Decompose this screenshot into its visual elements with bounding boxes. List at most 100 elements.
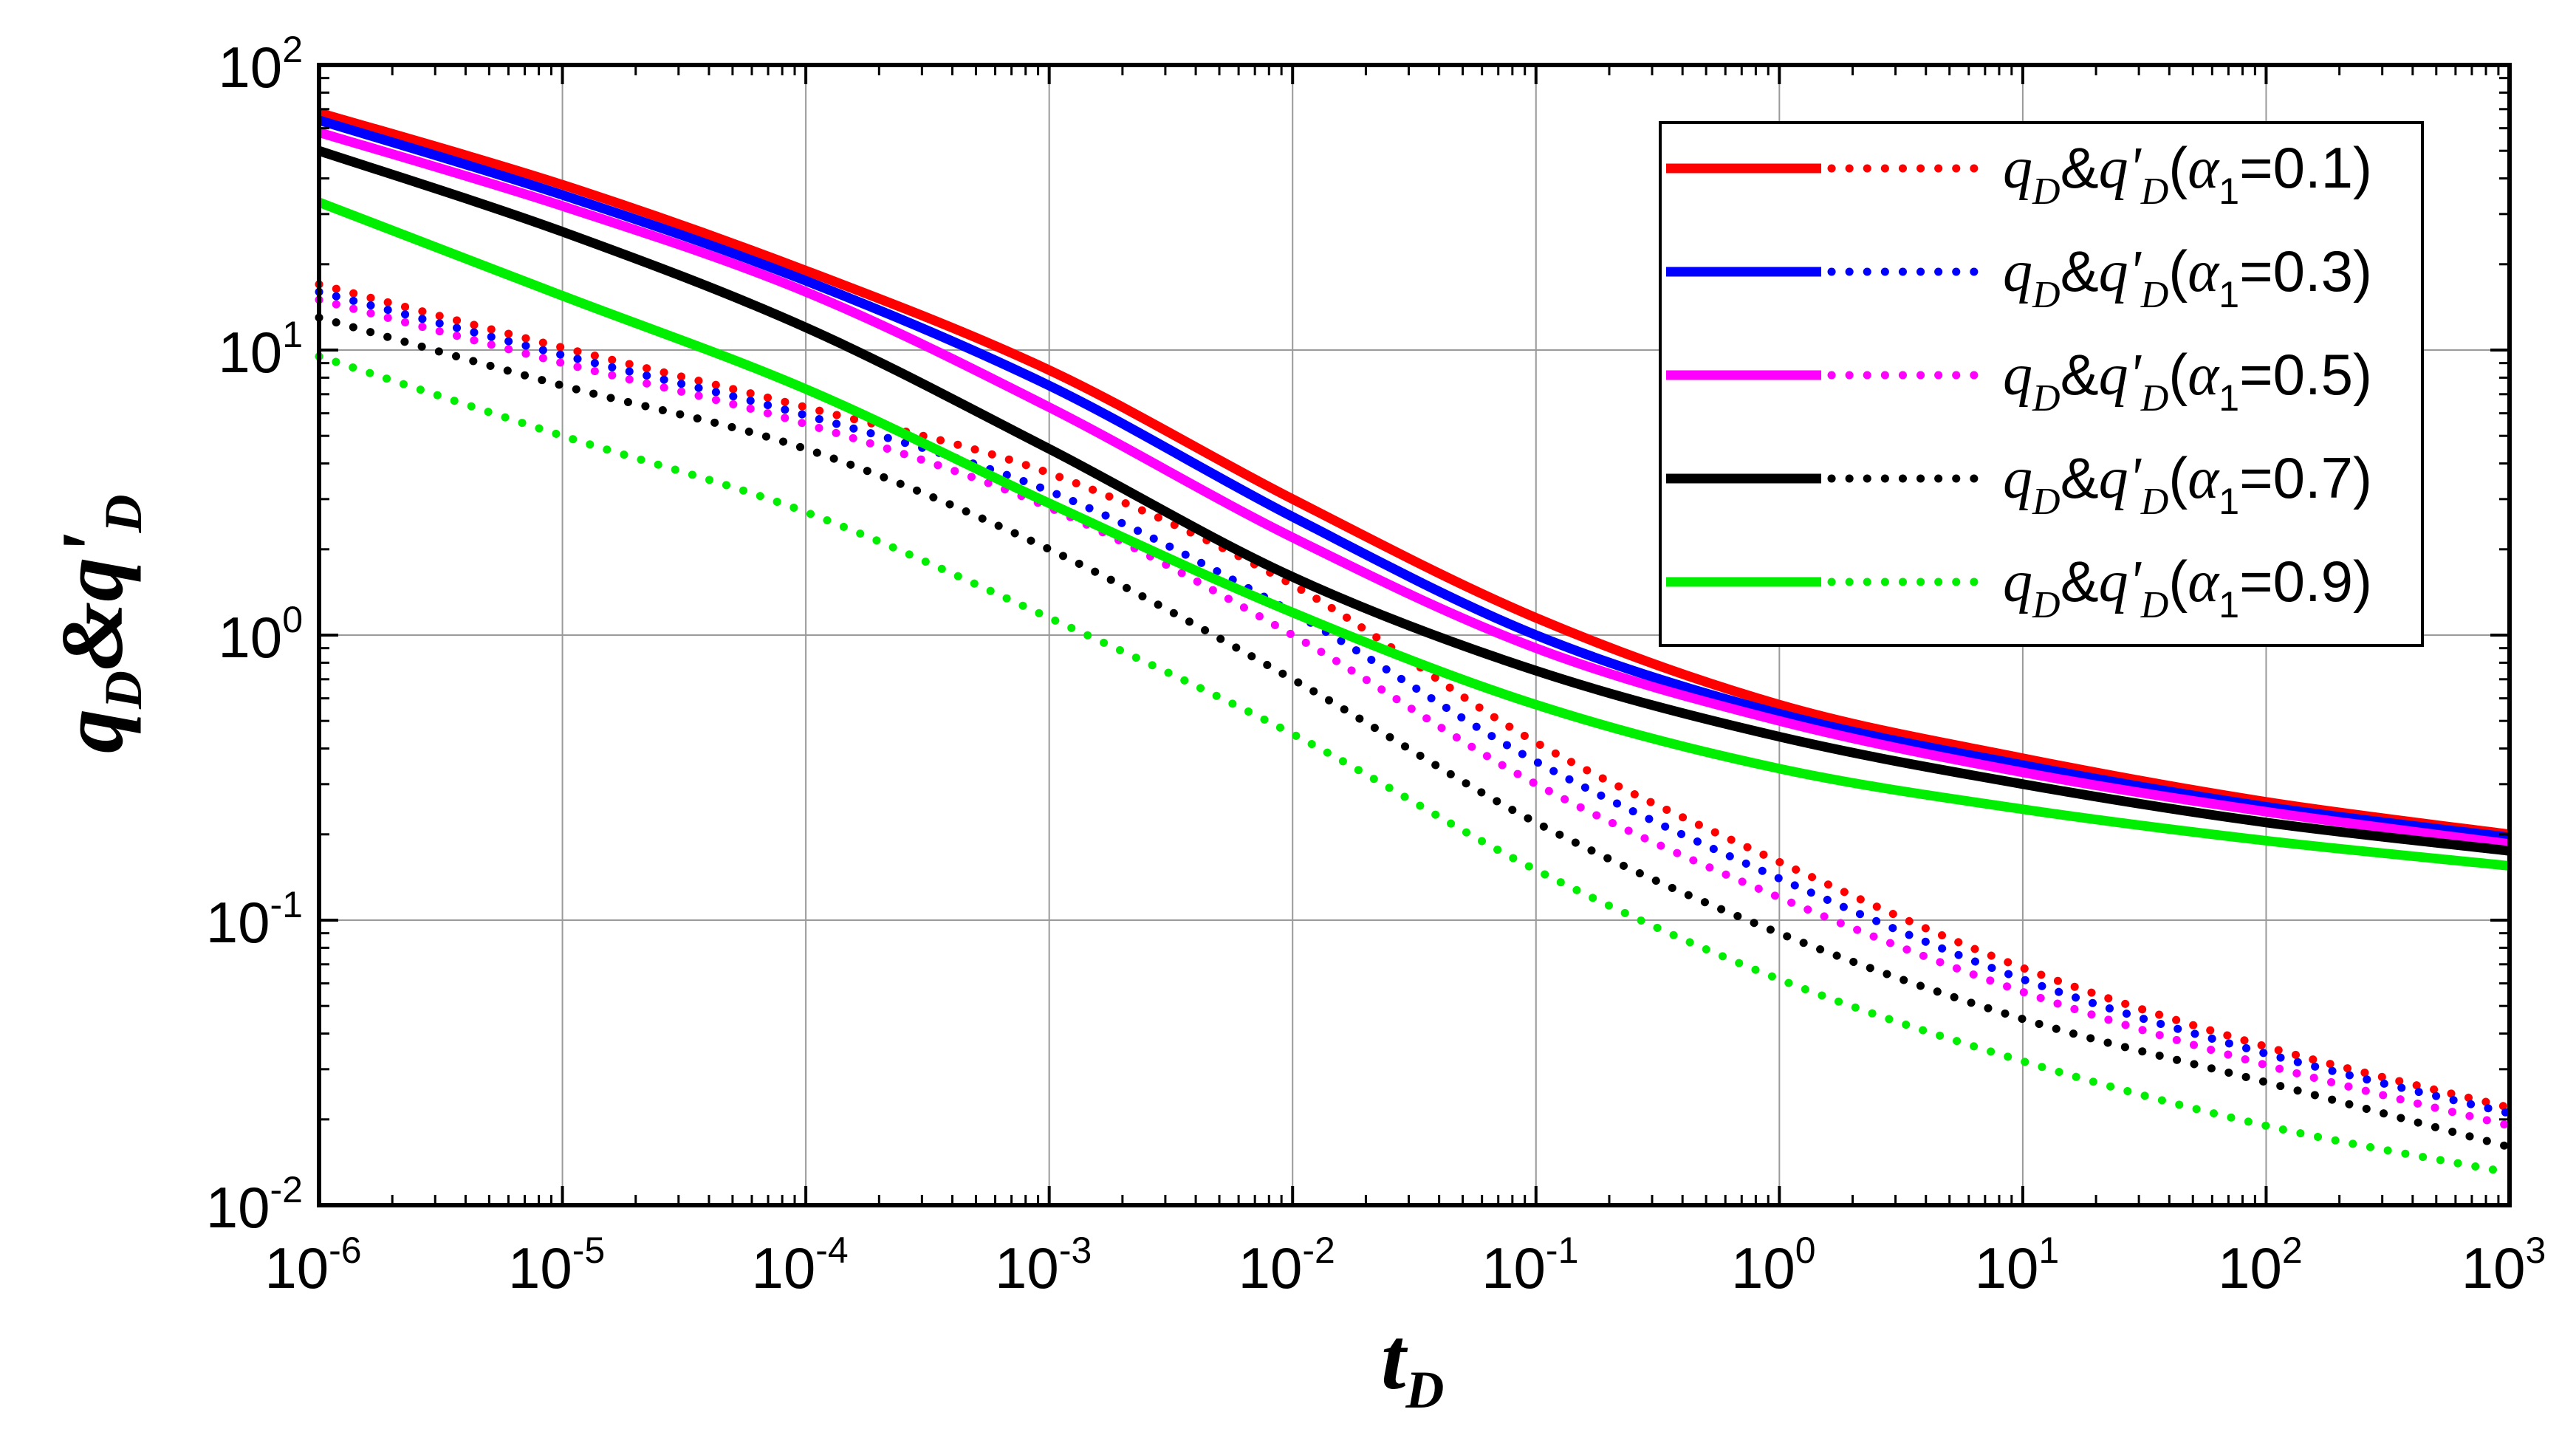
x-tick-label: 10-3 bbox=[995, 1230, 1092, 1300]
series-qd-prime-line bbox=[315, 287, 2514, 1118]
axis-ticks bbox=[318, 64, 2511, 1207]
legend-label: qD&q'D(α1=0.3) bbox=[2003, 239, 2372, 316]
series-qd-prime-line bbox=[315, 295, 2514, 1130]
x-tick-exponent: -1 bbox=[1546, 1230, 1578, 1271]
x-axis-title: tD bbox=[1381, 1309, 1444, 1419]
legend-label-part: α bbox=[2188, 446, 2220, 511]
x-tick-label: 100 bbox=[1731, 1230, 1816, 1300]
x-tick-label: 10-4 bbox=[751, 1230, 848, 1300]
legend-label-part: & bbox=[2061, 342, 2099, 407]
x-tick-label: 103 bbox=[2462, 1230, 2546, 1300]
y-tick-base: 10 bbox=[218, 35, 282, 100]
legend-label-part: q bbox=[2003, 343, 2032, 408]
x-tick-base: 10 bbox=[2218, 1235, 2282, 1300]
legend-label-part: & bbox=[2061, 549, 2099, 614]
legend-label-part: ( bbox=[2168, 549, 2188, 614]
x-tick-base: 10 bbox=[264, 1235, 329, 1300]
y-tick-base: 10 bbox=[206, 890, 270, 955]
legend-label-part: ( bbox=[2168, 135, 2188, 200]
legend-box bbox=[1659, 121, 2424, 647]
y-axis-title-qp: q' bbox=[43, 532, 141, 601]
x-tick-label: 10-6 bbox=[264, 1230, 361, 1300]
y-axis-title: qD&q'D bbox=[43, 494, 153, 753]
y-axis-title-amp: & bbox=[43, 602, 141, 671]
x-tick-exponent: -2 bbox=[1302, 1230, 1335, 1271]
y-tick-label: 101 bbox=[218, 314, 303, 385]
legend-label-part: & bbox=[2061, 239, 2099, 304]
series-qd-line bbox=[317, 146, 2510, 856]
x-tick-base: 10 bbox=[2462, 1235, 2526, 1300]
x-tick-base: 10 bbox=[995, 1235, 1059, 1300]
x-axis-title-sub: D bbox=[1405, 1360, 1444, 1419]
legend-label-part: q' bbox=[2099, 239, 2142, 304]
x-tick-base: 10 bbox=[751, 1235, 815, 1300]
x-tick-base: 10 bbox=[1731, 1235, 1795, 1300]
legend-label-part: =0.5) bbox=[2239, 342, 2372, 407]
legend-label-part: D bbox=[2032, 481, 2061, 523]
legend-label-part: D bbox=[2140, 274, 2169, 316]
y-tick-exponent: 1 bbox=[282, 314, 303, 355]
legend-label-part: q' bbox=[2099, 549, 2142, 614]
series-group bbox=[315, 108, 2514, 1177]
x-tick-base: 10 bbox=[508, 1235, 572, 1300]
legend-label-part: =0.7) bbox=[2239, 445, 2372, 510]
x-tick-exponent: -4 bbox=[815, 1230, 848, 1271]
legend-label: qD&q'D(α1=0.5) bbox=[2003, 342, 2372, 419]
legend-label-part: q' bbox=[2099, 343, 2142, 408]
x-tick-label: 10-5 bbox=[508, 1230, 605, 1300]
legend-label-part: D bbox=[2140, 584, 2169, 626]
legend-label-part: D bbox=[2032, 377, 2061, 419]
series-qd-line bbox=[318, 108, 2510, 840]
legend-label-part: α bbox=[2188, 136, 2220, 201]
x-tick-label: 101 bbox=[1975, 1230, 2060, 1300]
x-tick-exponent: 3 bbox=[2525, 1230, 2546, 1271]
legend-label-part: D bbox=[2032, 171, 2061, 213]
legend-label-part: =0.3) bbox=[2239, 239, 2372, 304]
y-tick-exponent: -2 bbox=[270, 1169, 303, 1210]
legend-label-part: D bbox=[2032, 274, 2061, 316]
legend-label-part: 1 bbox=[2219, 274, 2239, 315]
legend-label-part: 1 bbox=[2219, 171, 2239, 212]
legend: qD&q'D(α1=0.1)qD&q'D(α1=0.3)qD&q'D(α1=0.… bbox=[1659, 121, 2424, 647]
legend-label-part: D bbox=[2140, 377, 2169, 419]
y-tick-label: 10-1 bbox=[206, 884, 303, 955]
legend-label-part: 1 bbox=[2219, 481, 2239, 522]
x-tick-label: 102 bbox=[2218, 1230, 2303, 1300]
y-tick-base: 10 bbox=[218, 605, 282, 670]
x-tick-exponent: -6 bbox=[329, 1230, 361, 1271]
y-axis-title-q: q bbox=[43, 709, 141, 753]
legend-label-part: & bbox=[2061, 445, 2099, 510]
x-tick-exponent: -3 bbox=[1059, 1230, 1092, 1271]
legend-label-part: α bbox=[2188, 343, 2220, 408]
legend-label-part: D bbox=[2032, 584, 2061, 626]
legend-label-part: q' bbox=[2099, 446, 2142, 511]
legend-label-part: D bbox=[2140, 171, 2169, 213]
x-tick-label: 10-1 bbox=[1481, 1230, 1578, 1300]
legend-label-part: α bbox=[2188, 239, 2220, 304]
legend-label-part: q bbox=[2003, 239, 2032, 304]
y-tick-base: 10 bbox=[206, 1175, 270, 1240]
y-tick-exponent: 2 bbox=[282, 29, 303, 70]
x-tick-labels: 10-6 10-5 10-4 10-3 10-2 10-1 100 101 102 103 bbox=[264, 1230, 2546, 1300]
y-tick-label: 100 bbox=[218, 599, 303, 670]
legend-label-part: q bbox=[2003, 549, 2032, 614]
legend-label-part: =0.9) bbox=[2239, 549, 2372, 614]
y-tick-exponent: 0 bbox=[282, 599, 303, 640]
x-tick-exponent: 2 bbox=[2282, 1230, 2303, 1271]
legend-label-part: ( bbox=[2168, 342, 2188, 407]
x-tick-exponent: 1 bbox=[2038, 1230, 2059, 1271]
series-qd-line bbox=[317, 197, 2510, 871]
legend-label-part: q' bbox=[2099, 136, 2142, 201]
legend-label: qD&q'D(α1=0.7) bbox=[2003, 445, 2372, 523]
x-tick-base: 10 bbox=[1481, 1235, 1546, 1300]
y-tick-label: 10-2 bbox=[206, 1169, 303, 1240]
x-tick-label: 10-2 bbox=[1239, 1230, 1335, 1300]
series-qd-prime-line bbox=[315, 352, 2514, 1177]
legend-label-part: q bbox=[2003, 136, 2032, 201]
y-axis-title-qp-sub: D bbox=[94, 494, 153, 533]
legend-label: qD&q'D(α1=0.1) bbox=[2003, 135, 2372, 213]
legend-label-part: q bbox=[2003, 446, 2032, 511]
x-tick-exponent: -5 bbox=[572, 1230, 605, 1271]
